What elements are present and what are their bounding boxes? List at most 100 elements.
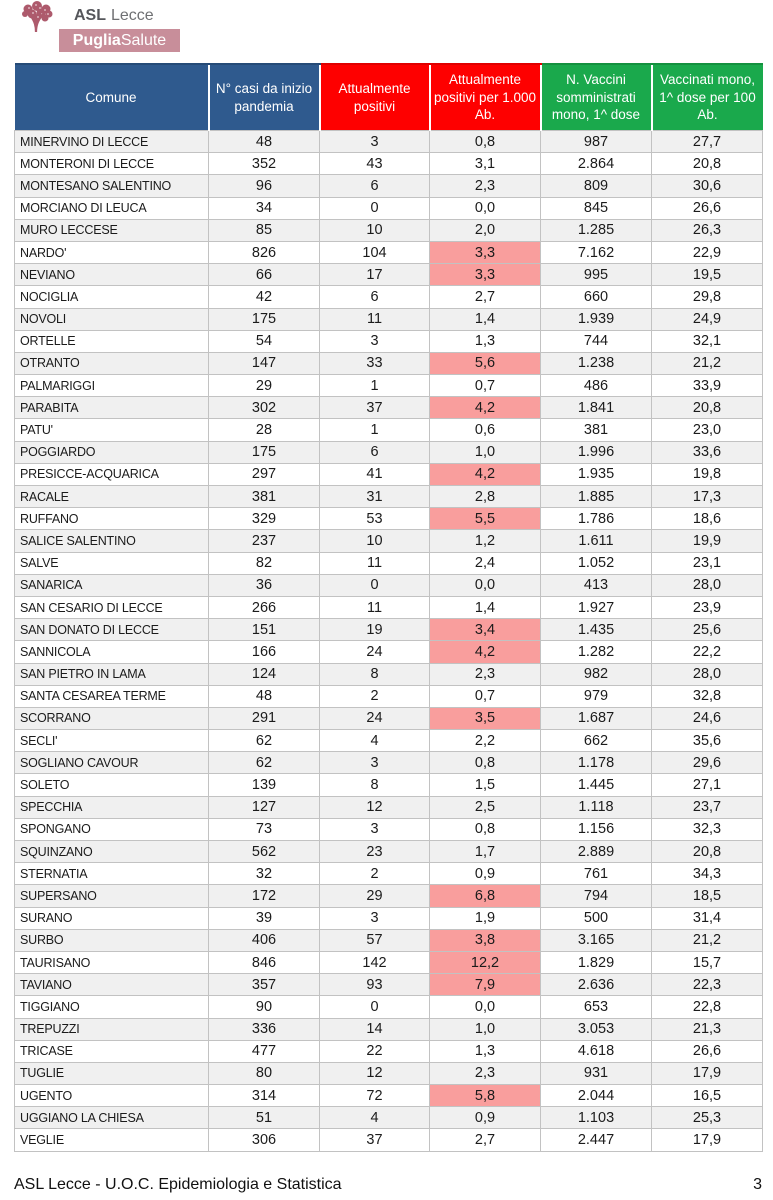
- cell-comune: NOVOLI: [14, 307, 209, 331]
- cell-casi: 266: [208, 595, 320, 620]
- cell-positivi-per-1000: 3,3: [429, 263, 541, 287]
- table-row: TRICASE 477 22 1,3 4.618 26,6: [14, 1039, 763, 1063]
- cell-vaccinati-per-100: 23,9: [651, 595, 763, 620]
- cell-vaccini: 413: [540, 573, 652, 597]
- cell-vaccini: 2.889: [540, 839, 652, 864]
- table-row: STERNATIA 32 2 0,9 761 34,3: [14, 862, 763, 886]
- cell-positivi: 11: [319, 307, 430, 331]
- cell-positivi: 43: [319, 152, 430, 176]
- table-row: SQUINZANO 562 23 1,7 2.889 20,8: [14, 839, 763, 864]
- cell-vaccini: 995: [540, 263, 652, 287]
- cell-positivi-per-1000: 3,4: [429, 618, 541, 642]
- cell-vaccinati-per-100: 26,6: [651, 1039, 763, 1063]
- cell-vaccini: 1.445: [540, 773, 652, 797]
- cell-positivi: 0: [319, 573, 430, 597]
- cell-vaccinati-per-100: 23,1: [651, 551, 763, 575]
- cell-positivi-per-1000: 0,9: [429, 862, 541, 886]
- cell-comune: SALVE: [14, 551, 209, 575]
- cell-vaccinati-per-100: 20,8: [651, 396, 763, 420]
- cell-vaccinati-per-100: 24,9: [651, 307, 763, 331]
- cell-vaccinati-per-100: 32,8: [651, 684, 763, 708]
- cell-positivi-per-1000: 2,3: [429, 174, 541, 198]
- cell-comune: MURO LECCESE: [14, 218, 209, 242]
- cell-vaccinati-per-100: 32,1: [651, 329, 763, 353]
- cell-vaccinati-per-100: 22,9: [651, 240, 763, 265]
- cell-vaccinati-per-100: 23,7: [651, 795, 763, 819]
- cell-casi: 357: [208, 973, 320, 997]
- cell-casi: 32: [208, 862, 320, 886]
- table-row: SAN DONATO DI LECCE 151 19 3,4 1.435 25,6: [14, 618, 763, 642]
- cell-positivi: 93: [319, 973, 430, 997]
- cell-positivi-per-1000: 5,6: [429, 351, 541, 376]
- cell-positivi: 29: [319, 884, 430, 908]
- cell-casi: 175: [208, 307, 320, 331]
- cell-positivi-per-1000: 0,0: [429, 573, 541, 597]
- cell-comune: TRICASE: [14, 1039, 209, 1063]
- cell-comune: SCORRANO: [14, 706, 209, 731]
- cell-positivi-per-1000: 1,3: [429, 1039, 541, 1063]
- table-body: MINERVINO DI LECCE 48 3 0,8 987 27,7 MONTERONI…: [14, 129, 763, 1152]
- col-header-vaccinati-per-100: Vaccinati mono, 1^ dose per 100 Ab.: [650, 63, 763, 131]
- cell-casi: 82: [208, 551, 320, 575]
- cell-comune: SOGLIANO CAVOUR: [14, 751, 209, 775]
- cell-positivi: 2: [319, 684, 430, 708]
- cell-casi: 28: [208, 418, 320, 442]
- cell-casi: 96: [208, 174, 320, 198]
- cell-positivi: 0: [319, 196, 430, 220]
- cell-comune: SALICE SALENTINO: [14, 529, 209, 553]
- cell-vaccini: 4.618: [540, 1039, 652, 1063]
- cell-positivi: 23: [319, 839, 430, 864]
- org-title-bold: ASL: [74, 7, 106, 24]
- table-row: SUPERSANO 172 29 6,8 794 18,5: [14, 884, 763, 908]
- cell-vaccinati-per-100: 29,8: [651, 285, 763, 309]
- cell-vaccinati-per-100: 30,6: [651, 174, 763, 198]
- cell-vaccinati-per-100: 18,5: [651, 884, 763, 908]
- cell-vaccinati-per-100: 17,3: [651, 484, 763, 509]
- cell-comune: RACALE: [14, 484, 209, 509]
- cell-comune: MONTERONI DI LECCE: [14, 152, 209, 176]
- cell-vaccini: 486: [540, 374, 652, 398]
- cell-vaccini: 662: [540, 729, 652, 753]
- cell-vaccinati-per-100: 33,9: [651, 374, 763, 398]
- cell-positivi: 11: [319, 595, 430, 620]
- cell-positivi-per-1000: 3,5: [429, 706, 541, 731]
- cell-casi: 127: [208, 795, 320, 819]
- cell-positivi-per-1000: 4,2: [429, 640, 541, 664]
- cell-positivi-per-1000: 2,5: [429, 795, 541, 819]
- table-row: MURO LECCESE 85 10 2,0 1.285 26,3: [14, 218, 763, 242]
- cell-vaccinati-per-100: 23,0: [651, 418, 763, 442]
- cell-positivi-per-1000: 2,3: [429, 1061, 541, 1086]
- cell-positivi-per-1000: 1,2: [429, 529, 541, 553]
- table-row: SANNICOLA 166 24 4,2 1.282 22,2: [14, 640, 763, 664]
- cell-positivi: 6: [319, 285, 430, 309]
- table-row: SPECCHIA 127 12 2,5 1.118 23,7: [14, 795, 763, 819]
- cell-vaccinati-per-100: 35,6: [651, 729, 763, 753]
- cell-positivi-per-1000: 2,7: [429, 1128, 541, 1152]
- asl-lecce-logo: ASL Lecce PugliaSalute: [0, 0, 260, 62]
- cell-positivi-per-1000: 0,0: [429, 995, 541, 1019]
- cell-vaccini: 1.996: [540, 440, 652, 464]
- table-row: SALICE SALENTINO 237 10 1,2 1.611 19,9: [14, 529, 763, 553]
- cell-positivi-per-1000: 1,0: [429, 440, 541, 464]
- cell-positivi-per-1000: 1,0: [429, 1017, 541, 1041]
- cell-comune: TAURISANO: [14, 950, 209, 975]
- cell-positivi: 3: [319, 751, 430, 775]
- cell-vaccinati-per-100: 29,6: [651, 751, 763, 775]
- cell-positivi-per-1000: 5,5: [429, 507, 541, 531]
- cell-comune: PARABITA: [14, 396, 209, 420]
- cell-vaccinati-per-100: 33,6: [651, 440, 763, 464]
- table-row: SOLETO 139 8 1,5 1.445 27,1: [14, 773, 763, 797]
- cell-vaccinati-per-100: 22,2: [651, 640, 763, 664]
- cell-comune: SQUINZANO: [14, 839, 209, 864]
- cell-positivi: 104: [319, 240, 430, 265]
- cell-positivi: 33: [319, 351, 430, 376]
- cell-vaccini: 1.841: [540, 396, 652, 420]
- cell-positivi-per-1000: 4,2: [429, 462, 541, 487]
- cell-positivi-per-1000: 1,7: [429, 839, 541, 864]
- cell-vaccini: 1.282: [540, 640, 652, 664]
- cell-vaccinati-per-100: 25,6: [651, 618, 763, 642]
- table-row: TREPUZZI 336 14 1,0 3.053 21,3: [14, 1017, 763, 1041]
- cell-positivi-per-1000: 2,3: [429, 662, 541, 686]
- covid-vaccini-table: Comune N° casi da inizio pandemia Attual…: [14, 63, 763, 1152]
- cell-positivi: 53: [319, 507, 430, 531]
